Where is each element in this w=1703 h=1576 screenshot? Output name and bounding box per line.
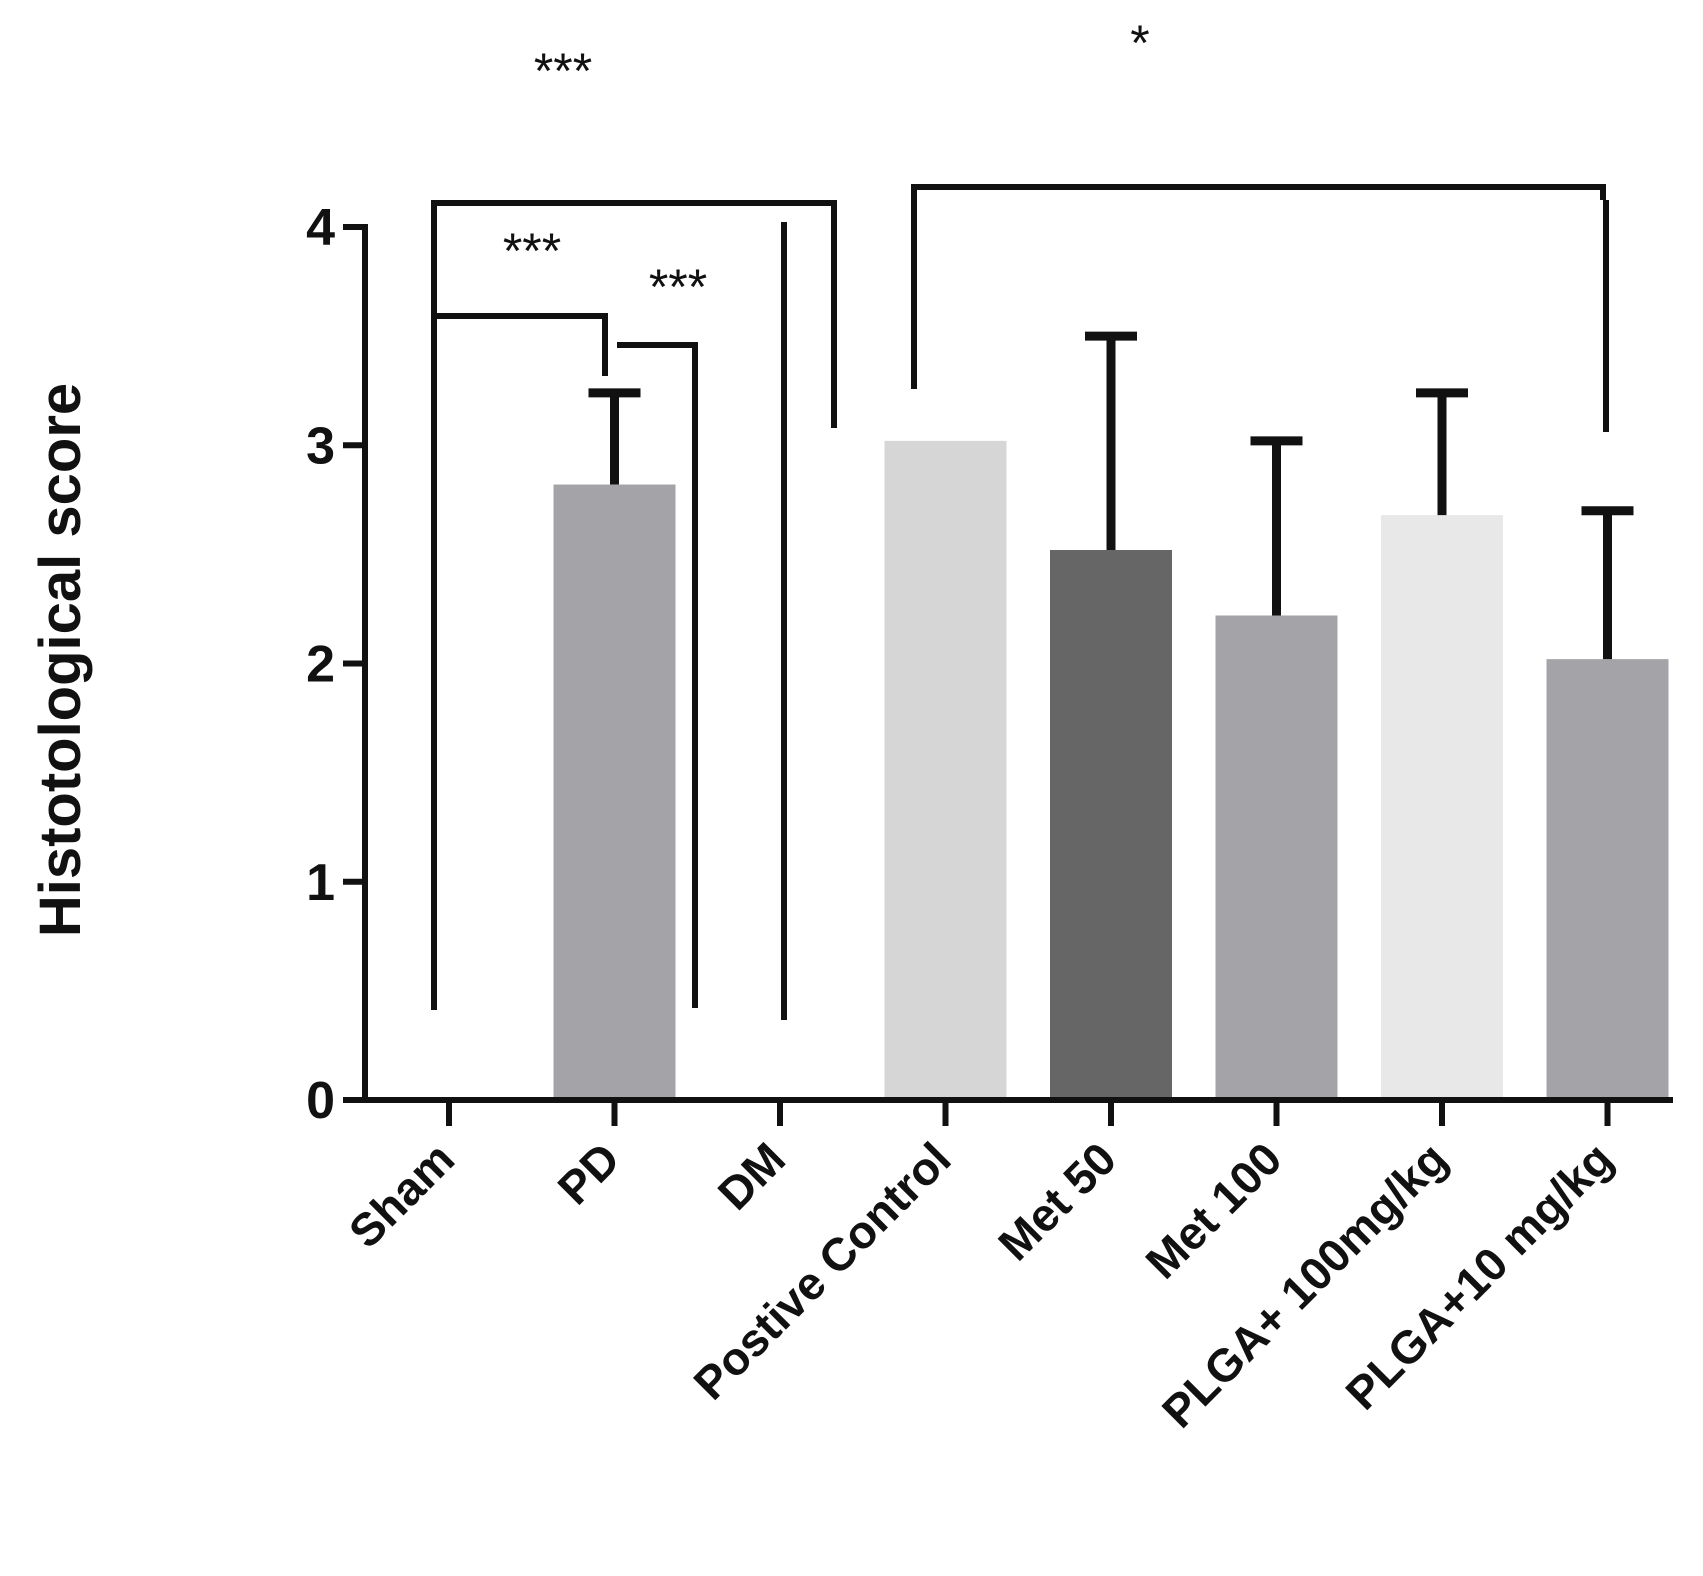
bar-7 <box>1546 659 1669 1100</box>
x-category-label: Met 100 <box>1135 1132 1291 1288</box>
bar-6 <box>1381 515 1503 1100</box>
x-category-label: PLGA+ 100mg/kg <box>1152 1132 1457 1437</box>
bar-5 <box>1215 615 1338 1100</box>
significance-brackets-layer <box>431 184 1609 1020</box>
y-tick-label: 2 <box>306 636 335 694</box>
bracket-sham-dm <box>431 200 837 1010</box>
bracket-control-plga10 <box>911 184 1606 389</box>
significance-label: *** <box>534 43 592 99</box>
significance-label: * <box>1130 15 1149 71</box>
y-tick-label: 4 <box>306 199 335 257</box>
x-category-label: Met 50 <box>988 1132 1126 1270</box>
x-category-label: PD <box>548 1132 630 1214</box>
y-axis-title: Histotological score <box>28 383 93 937</box>
x-category-label: Sham <box>339 1132 464 1257</box>
bars-layer <box>553 440 1669 1100</box>
error-bars-layer <box>588 331 1634 660</box>
significance-label: *** <box>649 259 707 315</box>
axes-layer <box>343 224 1673 1126</box>
significance-label: *** <box>503 223 561 279</box>
y-tick-label: 1 <box>306 854 335 912</box>
y-tick-label: 3 <box>306 417 335 475</box>
bracket-pd-right <box>617 342 698 1008</box>
y-tick-label: 0 <box>306 1072 335 1130</box>
bar-1 <box>553 484 676 1100</box>
x-category-label: DM <box>708 1132 795 1219</box>
bracket-sham-pd <box>434 313 608 376</box>
bar-4 <box>1050 550 1172 1100</box>
bar-3 <box>884 440 1007 1100</box>
